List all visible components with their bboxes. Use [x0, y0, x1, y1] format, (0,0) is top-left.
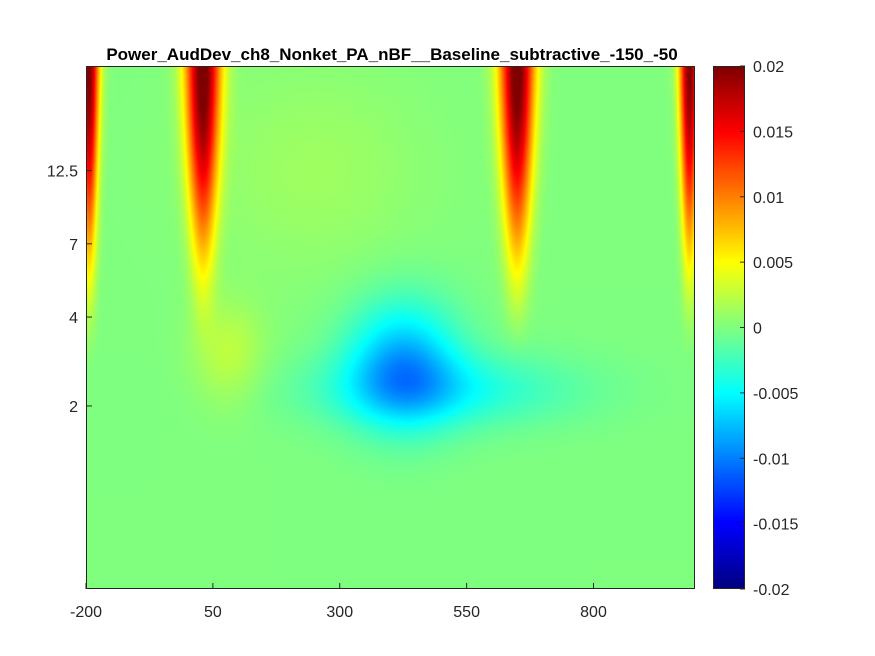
x-tick-label: 50: [204, 604, 222, 621]
y-axis: 12.5 7 4 2: [47, 164, 92, 416]
heatmap-axes: -200 50 300 550 800 12.5 7 4 2: [47, 66, 695, 621]
colorbar-tick-label: 0.02: [753, 59, 784, 76]
x-axis: -200 50 300 550 800: [70, 583, 607, 621]
y-tick-label: 7: [69, 237, 78, 254]
colorbar-tick-label: 0.01: [753, 190, 784, 207]
colorbar-tick-label: 0.015: [753, 124, 793, 141]
x-tick-label: -200: [70, 604, 102, 621]
heatmap-image: [86, 66, 695, 589]
x-tick-label: 800: [580, 604, 607, 621]
heatmap-frame: [86, 66, 695, 589]
y-tick-label: 12.5: [47, 164, 78, 181]
colorbar: 0.02 0.015 0.01 0.005 0 -0.005 -0.01 -0.015 -0.0…: [713, 59, 798, 599]
colorbar-tick-label: 0.005: [753, 255, 793, 272]
colorbar-tick-label: 0: [753, 321, 762, 338]
y-tick-label: 2: [69, 399, 78, 416]
colorbar-gradient: [713, 66, 745, 589]
colorbar-ticks: 0.02 0.015 0.01 0.005 0 -0.005 -0.01 -0.015 -0.0…: [740, 59, 798, 599]
colorbar-tick-label: -0.005: [753, 386, 798, 403]
plot-title: Power_AudDev_ch8_Nonket_PA_nBF__Baseline…: [106, 45, 677, 64]
x-tick-label: 300: [326, 604, 353, 621]
colorbar-tick-label: -0.015: [753, 517, 798, 534]
colorbar-tick-label: -0.02: [753, 582, 790, 599]
colorbar-tick-label: -0.01: [753, 451, 790, 468]
y-tick-label: 4: [69, 310, 78, 327]
x-tick-label: 550: [453, 604, 480, 621]
